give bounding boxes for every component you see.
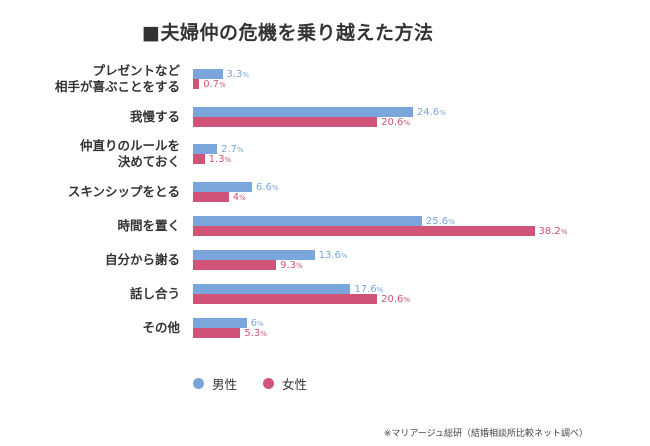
value-label-male: 3.3% [226,69,250,80]
bar-male [193,144,218,154]
category-label: 我慢する [130,109,180,125]
value-label-male: 2.7% [221,144,244,155]
category-label-line: スキンシップをとる [67,184,180,199]
category-label: 仲直りのルールを 決めておく [80,138,180,170]
bar-female [193,154,205,164]
legend-item-male: 男性 [193,374,237,393]
legend-label-male: 男性 [212,377,238,392]
value-label-female: 1.3% [208,154,232,165]
value-label-female: 0.7% [203,79,226,90]
value-label-male: 6% [250,318,264,329]
category-label-line: 我慢する [129,109,180,124]
category-label: 自分から謝る [105,252,180,268]
category-label: その他 [142,320,180,336]
bar-female [193,294,378,304]
category-label-line: プレゼントなど [92,63,180,78]
bar-male [193,284,351,294]
chart-title: ■夫婦仲の危機を乗り越えた方法 [142,22,434,44]
bar-female [193,117,378,127]
value-label-male: 25.6% [425,216,455,227]
bar-female [193,226,535,236]
bar-female [193,328,241,338]
value-label-male: 13.6% [318,250,348,261]
legend-marker-male [193,378,204,389]
category-label-line: 話し合う [129,286,180,301]
value-label-female: 9.3% [280,260,303,271]
value-label-female: 20.6% [381,294,411,305]
category-label: スキンシップをとる [68,184,180,200]
bar-female [193,260,277,270]
category-label-line: 相手が喜ぶことをする [54,79,180,94]
legend-item-female: 女性 [263,374,307,393]
value-label-female: 20.6% [381,117,411,128]
bar-male [193,216,422,226]
category-label: 話し合う [130,286,180,302]
category-label-line: 自分から謝る [104,252,180,267]
bar-male [193,69,223,79]
bar-male [193,250,315,260]
bar-female [193,79,200,89]
category-label-line: その他 [142,320,180,335]
category-label-line: 時間を置く [117,218,180,233]
category-label: プレゼントなど 相手が喜ぶことをする [55,63,180,95]
value-label-female: 5.3% [244,328,267,339]
source-note: ※マリアージュ総研（結婚相談所比較ネット調べ） [383,429,588,439]
category-label-line: 決めておく [117,154,180,169]
value-label-male: 24.6% [416,107,446,118]
bar-male [193,107,413,117]
bar-female [193,192,229,202]
bar-male [193,318,247,328]
category-label-line: 仲直りのルールを [79,138,180,153]
value-label-female: 4% [232,192,246,203]
value-label-female: 38.2% [538,226,568,237]
value-label-male: 17.6% [354,284,384,295]
legend-label-female: 女性 [282,377,308,392]
category-label: 時間を置く [117,218,180,234]
value-label-male: 6.6% [256,182,279,193]
legend-marker-female [263,378,275,389]
legend: 男性 女性 [193,374,307,393]
bar-male [193,182,252,192]
